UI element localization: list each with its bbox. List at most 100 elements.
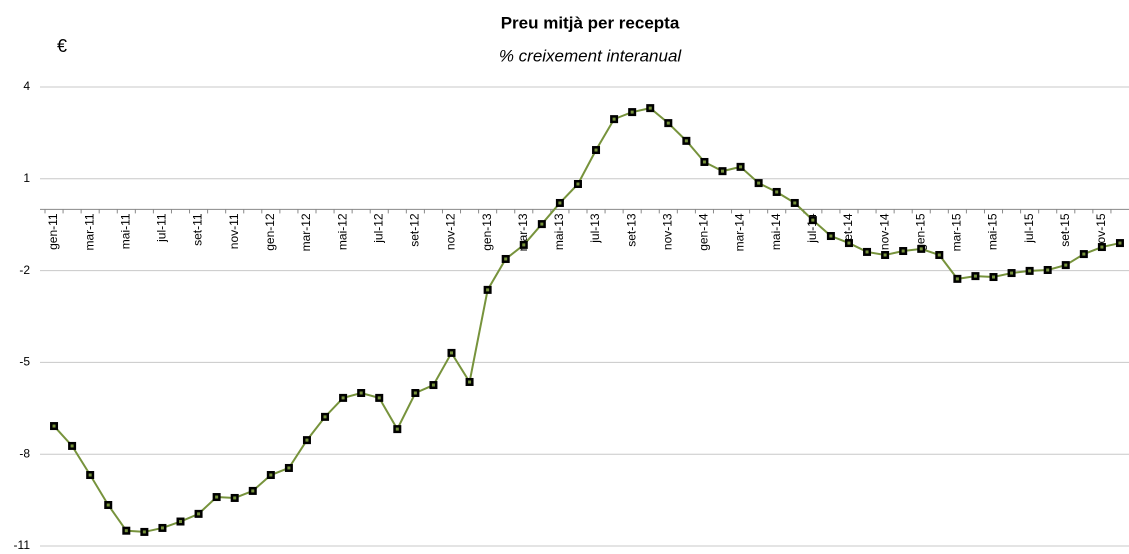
marker-inner	[233, 496, 237, 500]
marker	[1061, 261, 1070, 270]
marker-inner	[395, 427, 399, 431]
marker	[194, 509, 203, 518]
marker-inner	[937, 253, 941, 257]
x-tick-label: jul-13	[588, 213, 602, 244]
marker-inner	[486, 288, 490, 292]
x-tick-label: mai-12	[335, 213, 349, 250]
x-tick-label: mai-15	[986, 213, 1000, 250]
marker	[718, 167, 727, 176]
marker	[284, 463, 293, 472]
marker-inner	[919, 247, 923, 251]
marker	[790, 198, 799, 207]
marker-inner	[648, 106, 652, 110]
marker-inner	[52, 424, 56, 428]
marker-inner	[1118, 241, 1122, 245]
marker-inner	[721, 169, 724, 173]
marker-inner	[504, 257, 508, 261]
marker-inner	[666, 121, 670, 125]
marker-inner	[883, 253, 887, 257]
marker	[573, 180, 582, 189]
x-tick-label: mar-11	[82, 213, 96, 250]
y-axis-label: €	[57, 36, 67, 56]
marker-inner	[702, 160, 706, 164]
y-tick-label: 1	[23, 171, 30, 185]
marker	[266, 471, 275, 480]
marker-inner	[450, 351, 453, 355]
marker	[1025, 266, 1034, 275]
x-tick-label: mar-15	[950, 213, 964, 251]
marker	[140, 527, 149, 536]
marker	[519, 240, 528, 249]
x-tick-label: set-13	[624, 213, 638, 247]
marker	[736, 162, 745, 171]
marker	[1097, 243, 1106, 252]
marker-inner	[829, 234, 833, 238]
line-series	[53, 107, 1121, 533]
marker	[881, 250, 890, 259]
marker	[501, 254, 510, 263]
marker-inner	[88, 473, 92, 477]
y-tick-label: 4	[23, 79, 30, 93]
marker-inner	[106, 503, 110, 507]
x-tick-label: mai-11	[118, 213, 132, 249]
marker	[176, 517, 185, 526]
x-tick-label: gen-11	[46, 213, 60, 250]
chart-title: Preu mitjà per recepta	[501, 13, 680, 32]
marker	[646, 104, 655, 113]
marker	[465, 377, 474, 386]
marker	[86, 471, 95, 480]
y-tick-label: -8	[19, 446, 30, 460]
marker-inner	[70, 444, 74, 448]
marker	[230, 493, 239, 502]
marker-inner	[323, 415, 327, 419]
marker	[1079, 250, 1088, 259]
marker-inner	[739, 165, 743, 169]
marker	[393, 425, 402, 434]
marker-inner	[377, 396, 381, 400]
marker	[248, 486, 257, 495]
marker-inner	[197, 512, 201, 516]
marker-inner	[594, 148, 598, 152]
marker-inner	[305, 438, 309, 442]
marker	[357, 389, 366, 397]
x-tick-label: nov-13	[660, 213, 674, 250]
marker	[754, 179, 763, 188]
y-tick-label: -2	[19, 263, 30, 277]
x-tick-label: nov-14	[877, 213, 891, 250]
marker	[971, 272, 980, 281]
marker-inner	[1100, 245, 1104, 249]
marker	[302, 436, 311, 445]
marker	[555, 198, 564, 207]
marker	[808, 216, 817, 225]
marker-inner	[973, 274, 977, 278]
marker-inner	[142, 530, 146, 534]
marker	[1043, 265, 1052, 274]
marker	[682, 136, 691, 145]
x-tick-label: set-15	[1058, 213, 1072, 247]
x-tick-label: mar-14	[733, 213, 747, 251]
marker-inner	[359, 391, 363, 395]
marker-inner	[269, 473, 273, 477]
x-tick-label: set-12	[408, 213, 422, 247]
x-tick-label: mai-13	[552, 213, 566, 250]
marker-inner	[630, 110, 634, 114]
marker	[917, 244, 926, 253]
x-tick-label: gen-13	[480, 213, 494, 251]
marker-inner	[1046, 268, 1050, 272]
marker-inner	[179, 520, 182, 524]
marker-inner	[1028, 269, 1032, 273]
marker-inner	[1010, 271, 1014, 275]
marker-inner	[124, 529, 128, 533]
marker	[664, 119, 673, 128]
marker-inner	[160, 526, 164, 530]
marker	[68, 441, 77, 450]
marker-inner	[431, 383, 435, 387]
x-tick-label: jul-15	[1022, 213, 1036, 244]
marker-inner	[992, 275, 995, 279]
marker-inner	[612, 117, 616, 121]
marker-inner	[287, 466, 291, 470]
x-tick-label: jul-11	[155, 213, 169, 243]
marker-inner	[684, 139, 688, 143]
marker	[953, 274, 962, 283]
marker	[375, 393, 384, 402]
